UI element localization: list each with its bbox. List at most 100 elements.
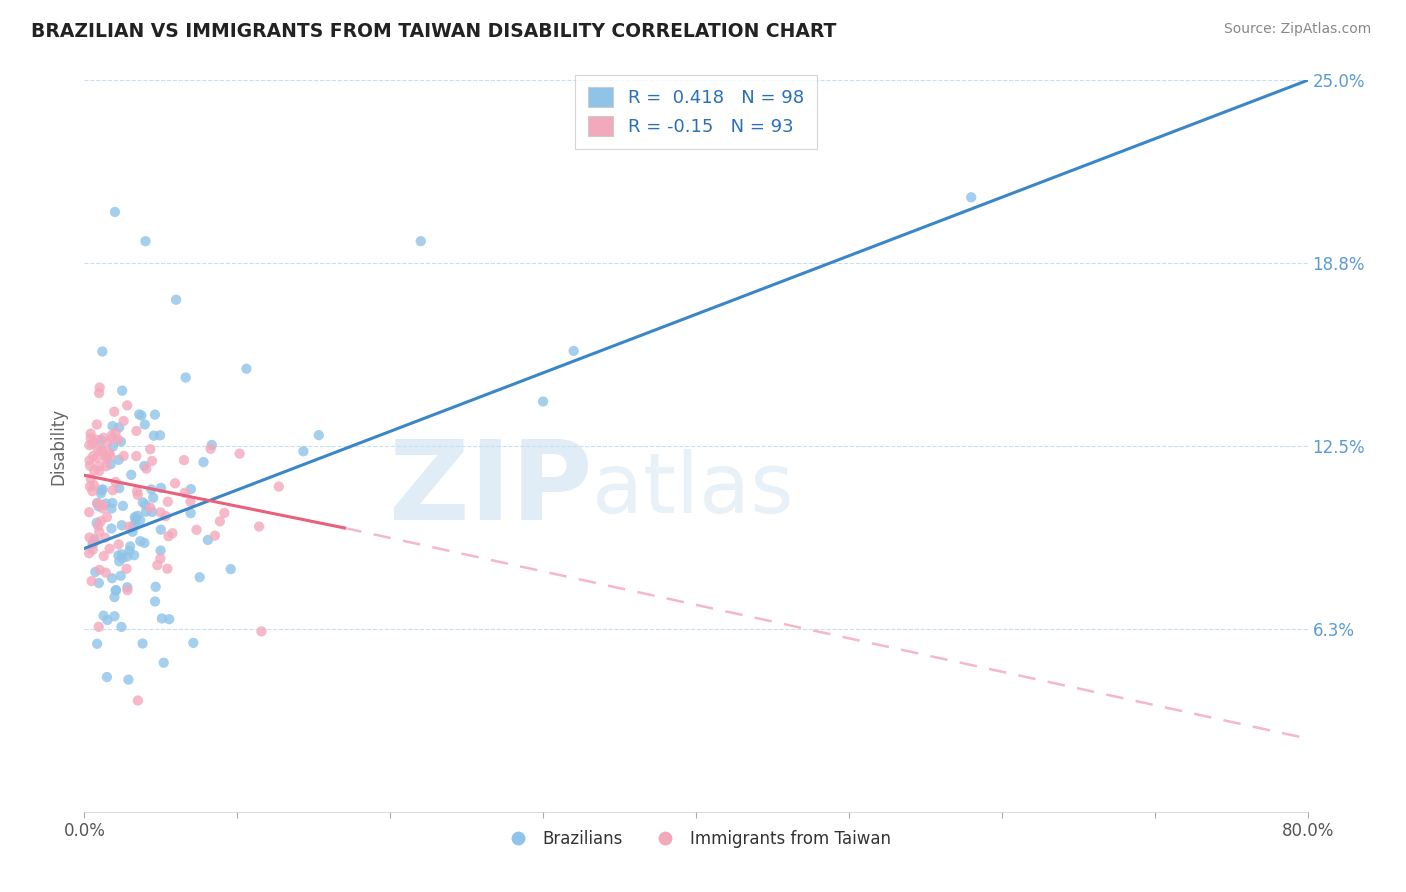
Point [90, 442, 112, 457]
Point [200, 442, 222, 456]
Point [183, 636, 205, 650]
Point [188, 570, 211, 584]
Point [156, 495, 179, 509]
Point [100, 457, 122, 471]
Point [93, 608, 115, 623]
Point [117, 583, 139, 598]
Point [292, 444, 315, 458]
Point [87, 386, 110, 401]
Point [107, 433, 129, 447]
Point [134, 498, 156, 512]
Point [125, 424, 148, 438]
Text: ZIP: ZIP [388, 436, 592, 543]
Point [125, 449, 148, 463]
Point [83, 463, 105, 477]
Point [96, 450, 118, 464]
Point [143, 594, 166, 608]
Point [179, 494, 201, 508]
Point [80, 574, 103, 588]
Point [562, 343, 585, 358]
Point [124, 512, 146, 526]
Point [201, 438, 224, 452]
Point [101, 571, 124, 585]
Point [142, 428, 165, 442]
Point [162, 526, 184, 541]
Point [121, 524, 143, 539]
Point [111, 384, 134, 398]
Point [77, 546, 100, 560]
Point [149, 428, 172, 442]
Point [91, 344, 114, 359]
Point [141, 483, 163, 497]
Point [141, 454, 163, 468]
Point [104, 425, 127, 440]
Point [180, 506, 202, 520]
Point [132, 495, 155, 509]
Point [82, 537, 104, 551]
Point [127, 508, 149, 523]
Point [111, 518, 134, 533]
Point [86, 496, 108, 510]
Text: atlas: atlas [592, 450, 794, 531]
Point [111, 547, 134, 561]
Point [135, 461, 157, 475]
Point [103, 609, 125, 624]
Point [79, 531, 101, 545]
Point [100, 449, 122, 463]
Point [146, 558, 169, 573]
Point [110, 568, 132, 582]
Point [118, 544, 141, 558]
Point [104, 205, 127, 219]
Point [127, 693, 149, 707]
Point [121, 520, 143, 534]
Point [214, 506, 236, 520]
Point [219, 562, 242, 576]
Point [79, 479, 101, 493]
Point [107, 549, 129, 563]
Point [174, 370, 197, 384]
Point [108, 420, 131, 434]
Point [165, 293, 187, 307]
Point [103, 405, 125, 419]
Point [129, 513, 152, 527]
Point [134, 536, 156, 550]
Point [193, 455, 215, 469]
Point [228, 447, 250, 461]
Point [94, 531, 117, 545]
Point [145, 580, 167, 594]
Point [127, 488, 149, 502]
Point [531, 394, 554, 409]
Point [118, 519, 141, 533]
Point [267, 479, 290, 493]
Point [82, 542, 104, 557]
Point [120, 467, 142, 482]
Point [112, 449, 135, 463]
Point [105, 582, 128, 597]
Point [156, 562, 179, 576]
Point [208, 514, 231, 528]
Legend: Brazilians, Immigrants from Taiwan: Brazilians, Immigrants from Taiwan [495, 823, 897, 855]
Point [173, 485, 195, 500]
Point [149, 505, 172, 519]
Point [89, 380, 111, 394]
Point [98, 446, 121, 460]
Point [77, 438, 100, 452]
Point [149, 551, 172, 566]
Point [139, 442, 162, 457]
Point [101, 496, 124, 510]
Point [122, 548, 145, 562]
Point [86, 417, 108, 432]
Point [96, 451, 118, 466]
Point [96, 613, 118, 627]
Point [86, 516, 108, 530]
Point [115, 549, 138, 564]
Point [204, 528, 226, 542]
Point [98, 541, 121, 556]
Point [125, 484, 148, 499]
Point [100, 501, 122, 516]
Point [90, 514, 112, 528]
Point [86, 450, 108, 465]
Point [83, 533, 105, 547]
Point [89, 464, 111, 478]
Point [120, 540, 142, 554]
